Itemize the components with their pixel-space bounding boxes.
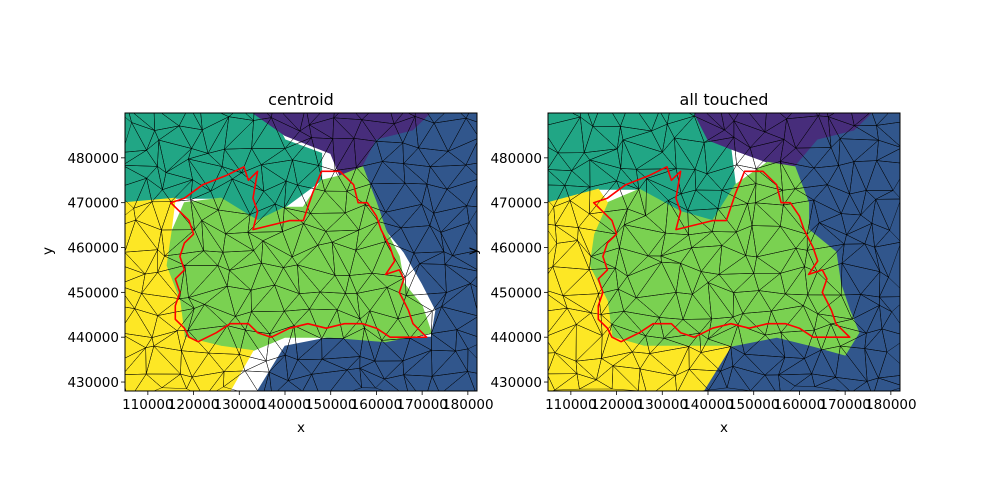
mesh-edges (125, 113, 477, 391)
y-tick-label: 470000 (67, 196, 119, 212)
x-axis-label: x (720, 420, 728, 436)
axes-frame (124, 112, 478, 392)
mesh-triangle (244, 113, 255, 122)
mesh-triangle (465, 141, 477, 166)
mesh-triangle (427, 375, 440, 391)
mesh-triangle (222, 370, 259, 391)
mesh-triangle (359, 367, 377, 389)
y-tick-label: 450000 (490, 285, 542, 301)
x-tick-label: 130000 (637, 397, 689, 413)
y-axis-label: y (465, 247, 481, 255)
mesh-triangle (277, 380, 303, 391)
mesh-triangle (708, 370, 728, 391)
mesh-triangle (306, 113, 321, 126)
mesh-triangle (548, 375, 556, 391)
region-blue (257, 113, 477, 391)
x-tick-label: 110000 (545, 397, 597, 413)
mesh-triangle (330, 369, 363, 391)
x-tick-label: 170000 (396, 397, 448, 413)
y-tick-label: 440000 (67, 330, 119, 346)
mesh-triangle (655, 375, 677, 391)
y-tick-label: 470000 (490, 196, 542, 212)
mesh-triangle (638, 368, 647, 391)
mesh-triangle (375, 378, 400, 391)
y-tick-label: 430000 (490, 375, 542, 391)
x-tick-label: 110000 (122, 397, 174, 413)
mesh-triangle (749, 374, 776, 391)
mesh-triangle (470, 275, 477, 288)
x-tick-label: 120000 (168, 397, 220, 413)
x-tick-label: 120000 (591, 397, 643, 413)
mesh-triangle (871, 113, 889, 126)
x-tick-label: 130000 (214, 397, 266, 413)
mesh-triangle (611, 365, 639, 391)
y-tick-label: 440000 (490, 330, 542, 346)
mesh-triangle (186, 376, 201, 391)
axes-frame (547, 112, 901, 392)
panel-title: centroid (268, 90, 334, 109)
plot-area (548, 113, 900, 391)
region-yellow (125, 197, 254, 391)
x-tick-label: 150000 (305, 397, 357, 413)
plot-area (125, 113, 477, 391)
mesh-triangle (209, 370, 225, 391)
mesh-triangle (443, 371, 476, 391)
y-tick-label: 450000 (67, 285, 119, 301)
mesh-triangle (407, 113, 416, 117)
mesh-triangle (874, 377, 900, 391)
mesh-triangle (548, 341, 556, 354)
mesh-triangle (125, 207, 136, 224)
boundary-line (592, 166, 851, 343)
x-tick-label: 150000 (728, 397, 780, 413)
y-tick-label: 480000 (67, 151, 119, 167)
mesh-triangle (302, 373, 319, 391)
y-tick-label: 460000 (67, 241, 119, 257)
mesh-triangle (778, 374, 796, 391)
mesh-triangle (263, 372, 272, 391)
mesh-triangle (813, 377, 851, 391)
mesh-edges (548, 113, 900, 391)
panel-title: all touched (680, 90, 769, 109)
x-tick-label: 180000 (865, 397, 917, 413)
x-tick-label: 170000 (819, 397, 871, 413)
y-tick-label: 480000 (490, 151, 542, 167)
y-axis-label: y (40, 247, 56, 255)
boundary-line (169, 166, 428, 343)
mesh-triangle (677, 368, 710, 391)
mesh-triangle (553, 373, 580, 391)
mesh-triangle (852, 380, 872, 391)
mesh-triangle (467, 348, 477, 374)
x-tick-label: 160000 (351, 397, 403, 413)
x-tick-label: 180000 (442, 397, 494, 413)
mesh-triangle (403, 374, 417, 391)
x-axis-label: x (297, 420, 305, 436)
mesh-triangle (548, 243, 557, 270)
mesh-triangle (726, 365, 751, 391)
x-tick-label: 140000 (259, 397, 311, 413)
y-tick-label: 430000 (67, 375, 119, 391)
x-tick-label: 140000 (682, 397, 734, 413)
mesh-triangle (794, 373, 816, 387)
mesh-triangle (134, 373, 163, 391)
panel-all-touched: all touched x y 110000120000130000140000… (465, 90, 917, 436)
y-tick-label: 460000 (490, 241, 542, 257)
panel-centroid: centroid x y 110000120000130000140000150… (40, 90, 494, 436)
x-tick-label: 160000 (774, 397, 826, 413)
mesh-triangle (579, 379, 614, 390)
mesh-triangle (161, 373, 187, 389)
